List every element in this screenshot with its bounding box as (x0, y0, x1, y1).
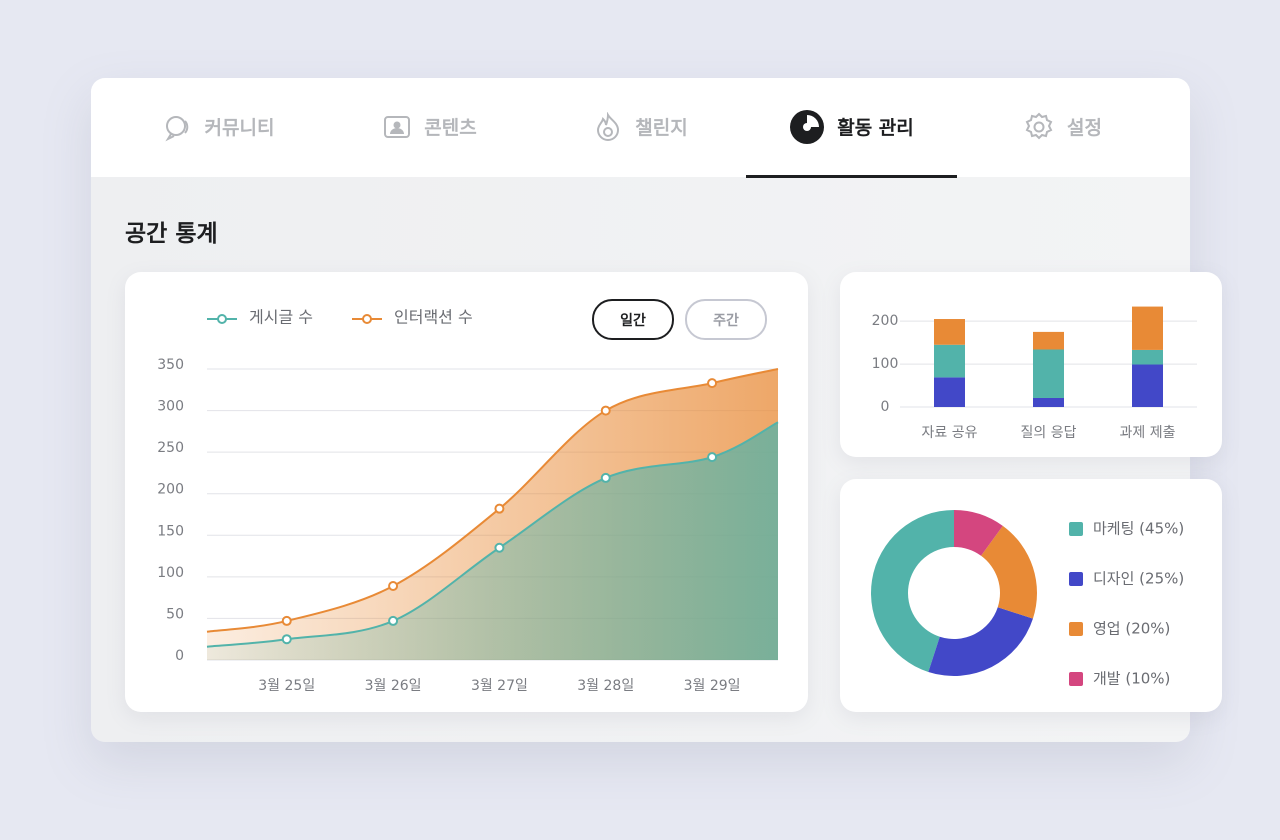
bar-card (840, 272, 1222, 457)
tab-label: 챌린지 (635, 117, 688, 139)
toggle-button[interactable]: 일간 (592, 299, 674, 340)
tab-label: 커뮤니티 (204, 117, 275, 139)
tab-icon (382, 112, 412, 142)
tab-bar: 커뮤니티 콘텐츠 챌린지 활동 관리 설정 (91, 78, 1190, 178)
tab-icon (163, 112, 193, 142)
tab[interactable]: 커뮤니티 (113, 78, 324, 175)
tab-label: 설정 (1067, 117, 1102, 139)
tab[interactable]: 설정 (957, 78, 1168, 175)
section-title: 공간 통계 (125, 221, 218, 247)
tab-icon (789, 109, 825, 145)
toggle-button[interactable]: 주간 (685, 299, 767, 340)
tab-icon (1023, 111, 1055, 143)
tab-icon (593, 111, 623, 142)
tab[interactable]: 콘텐츠 (324, 78, 535, 175)
donut-card (840, 479, 1222, 712)
tab[interactable]: 챌린지 (535, 78, 746, 175)
tab[interactable]: 활동 관리 (746, 78, 957, 178)
tab-label: 콘텐츠 (424, 117, 477, 139)
tab-label: 활동 관리 (837, 117, 914, 139)
